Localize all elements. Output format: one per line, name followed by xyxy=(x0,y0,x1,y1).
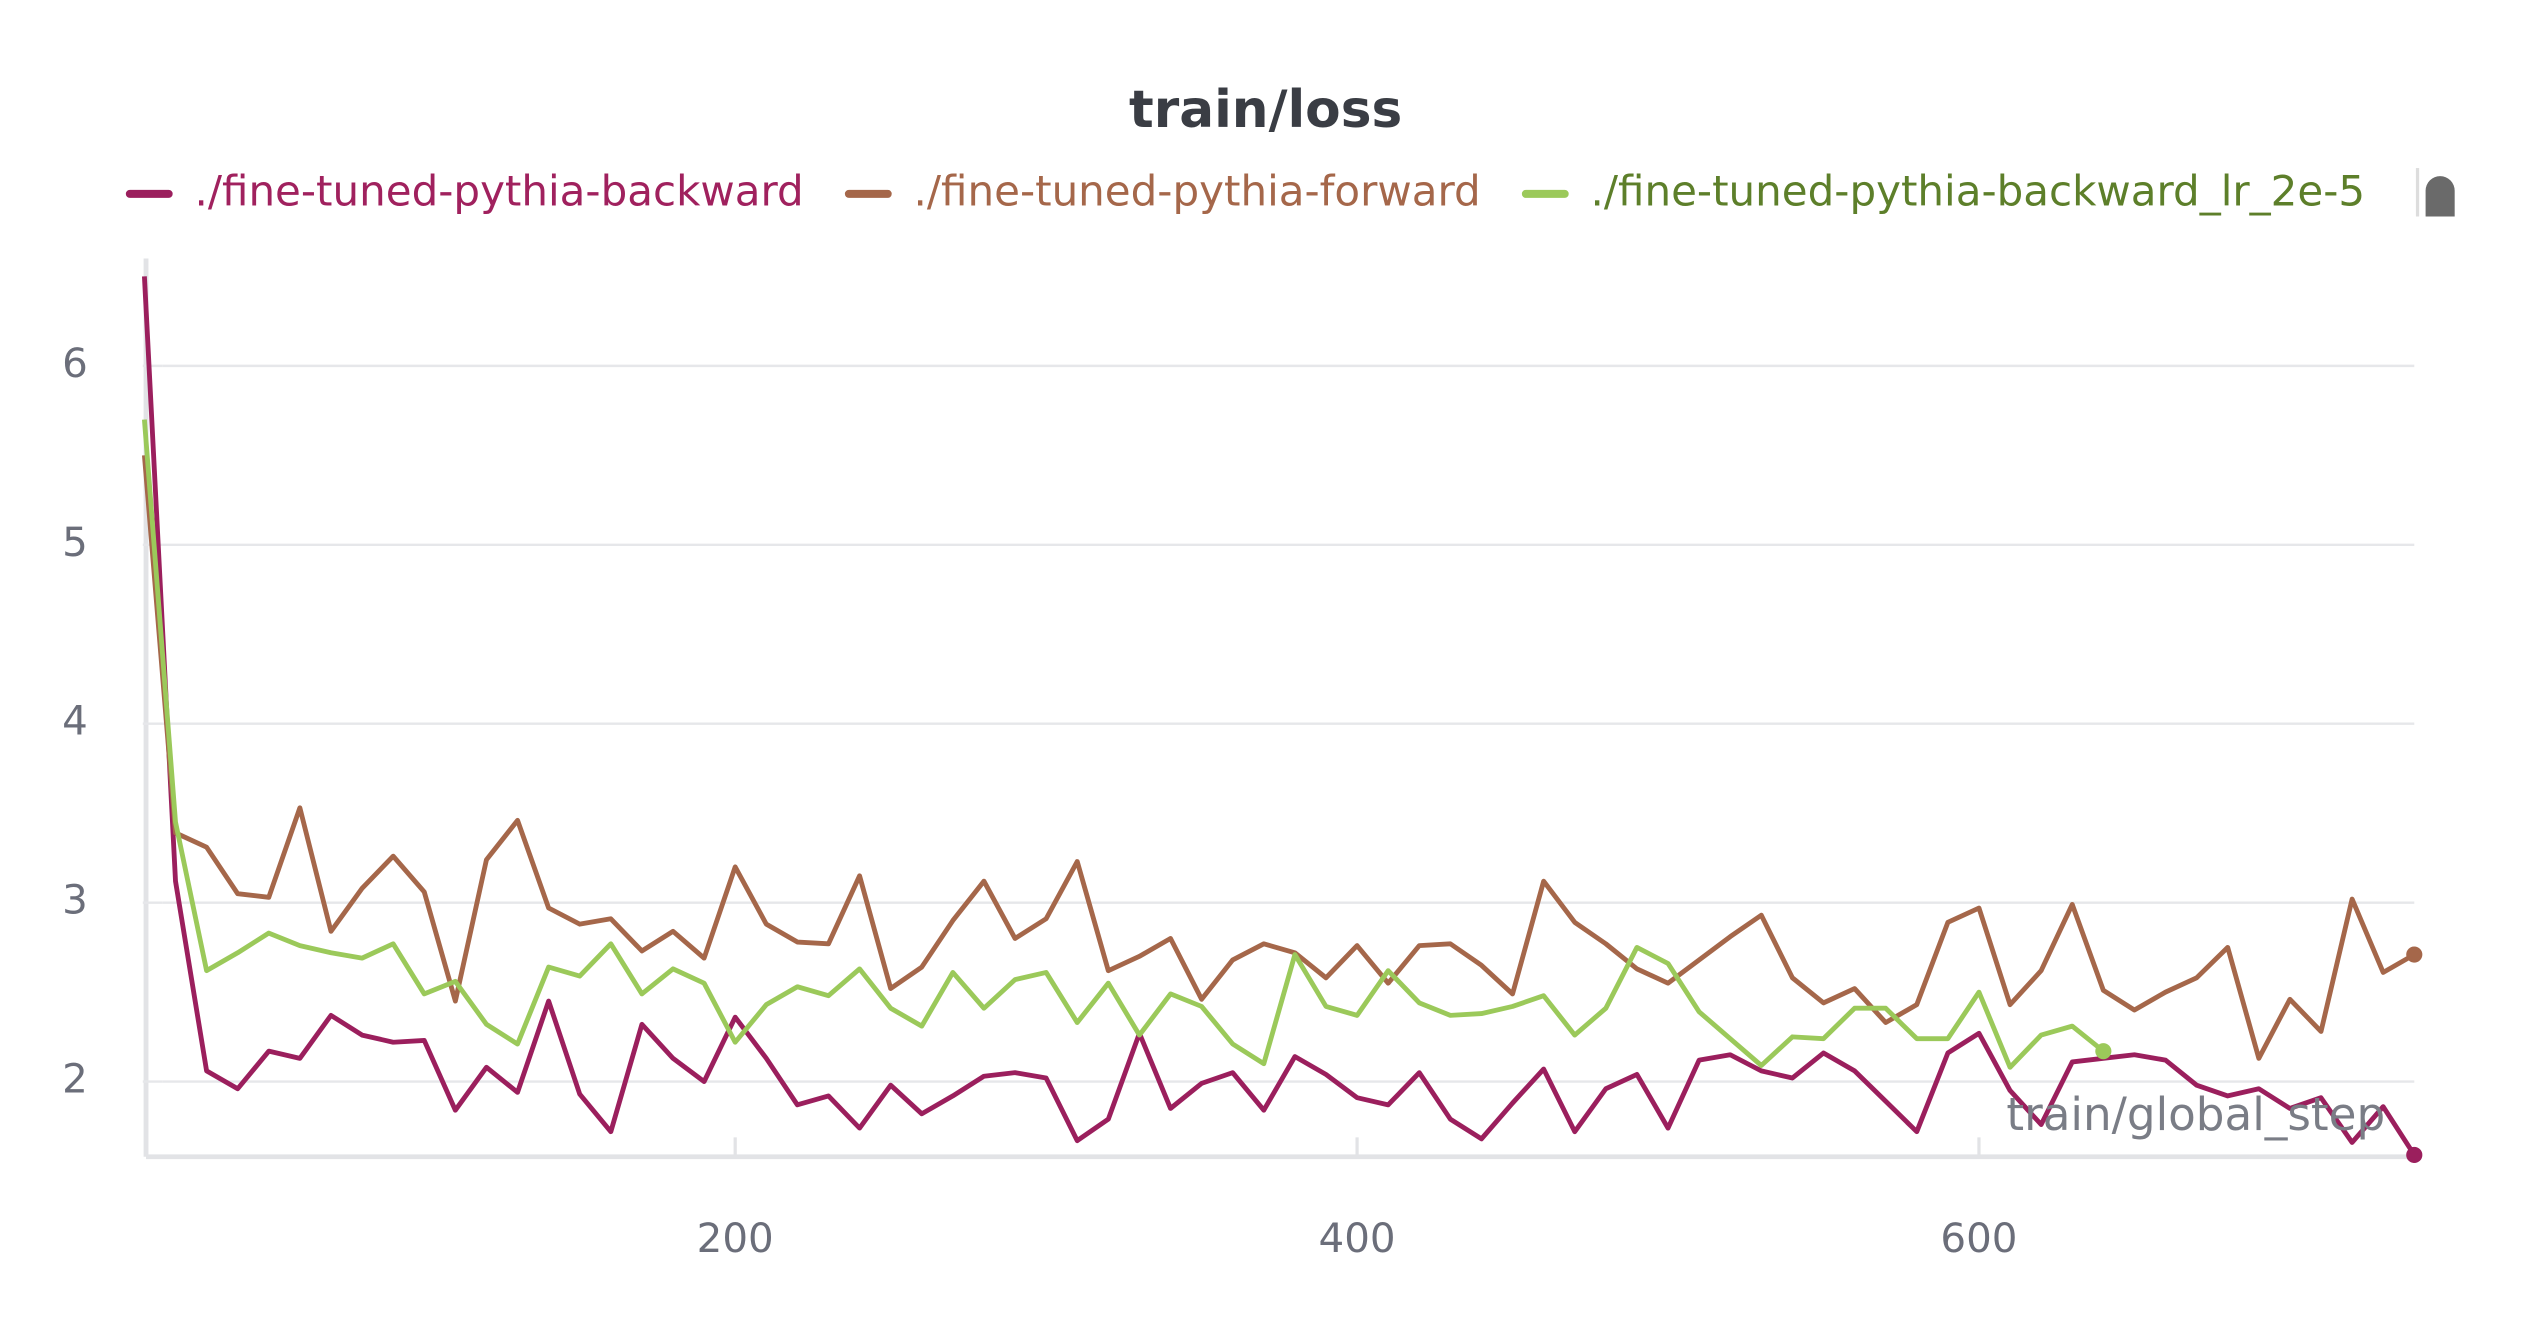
end-point xyxy=(2095,1043,2112,1060)
y-tick-label: 3 xyxy=(62,877,88,924)
series-line xyxy=(141,276,2417,1157)
legend: ./fine-tuned-pythia-backward ./fine-tuned… xyxy=(125,166,2366,215)
plot-area: 2 3 4 5 6 200 400 600 train/global_step xyxy=(62,276,2423,1262)
y-tick-label: 6 xyxy=(62,340,88,387)
x-axis-label: train/global_step xyxy=(2006,1088,2385,1141)
x-tick-label: 200 xyxy=(697,1215,774,1262)
menu-icon[interactable] xyxy=(2425,176,2455,217)
series-line xyxy=(141,455,2416,1061)
end-point xyxy=(2406,946,2423,963)
y-tick-label: 2 xyxy=(62,1056,88,1103)
legend-label: ./fine-tuned-pythia-backward_lr_2e-5 xyxy=(1591,166,2366,215)
series-line xyxy=(141,419,2105,1070)
chart-title: train/loss xyxy=(1129,80,1402,140)
legend-label: ./fine-tuned-pythia-backward xyxy=(194,166,803,215)
x-tick-label: 400 xyxy=(1319,1215,1396,1262)
y-tick-label: 5 xyxy=(62,519,88,566)
y-tick-label: 4 xyxy=(62,698,88,745)
legend-label: ./fine-tuned-pythia-forward xyxy=(914,166,1481,215)
x-tick-label: 600 xyxy=(1940,1215,2017,1262)
end-point xyxy=(2406,1146,2423,1164)
